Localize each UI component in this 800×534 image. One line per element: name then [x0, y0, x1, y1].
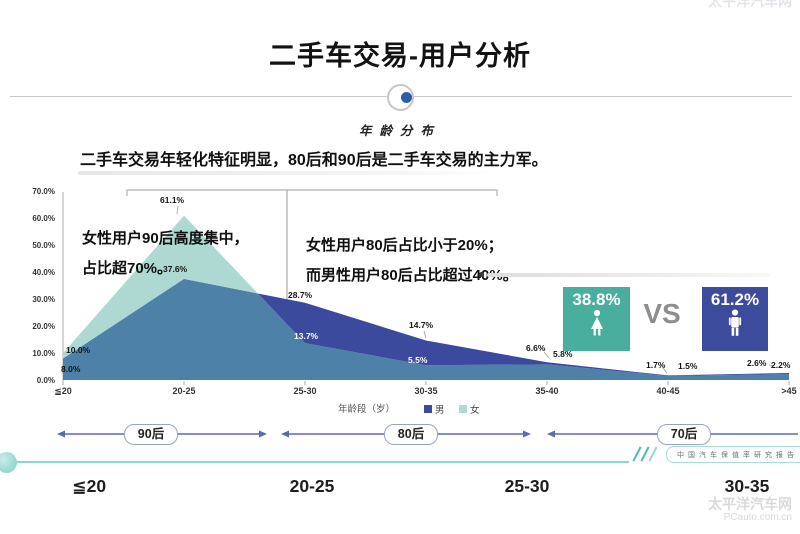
y-axis-tick-label: 40.0% — [32, 267, 55, 277]
area-female — [63, 215, 258, 359]
bottom-range-label-1: ≦20 — [71, 476, 107, 496]
x-axis-tick-label: 25-30 — [293, 386, 317, 396]
male-share-box: 61.2% — [702, 287, 768, 351]
female-value-label: 2.2% — [771, 360, 791, 370]
top-bracket — [126, 189, 498, 196]
legend-item-female: 女 — [459, 402, 480, 416]
vs-label: VS — [643, 298, 681, 329]
female-share-box: 38.8% — [563, 287, 630, 351]
label-leader-line — [543, 351, 550, 359]
watermark-top: 太平洋汽车网 — [708, 0, 792, 9]
legend-female-swatch — [459, 405, 467, 413]
footer-circle-icon — [0, 452, 17, 473]
female-value-label: 5.8% — [553, 349, 573, 359]
generation-pill-80s: 80后 — [384, 424, 438, 445]
y-axis-tick-label: 20.0% — [32, 321, 55, 331]
male-value-label: 8.0% — [61, 364, 81, 374]
x-axis-tick-label: >45 — [781, 386, 797, 396]
annotation-80s-line1: 女性用户80后占比小于20%； — [306, 237, 503, 254]
arrowhead-right-icon — [523, 430, 531, 438]
y-axis-tick-label: 10.0% — [32, 348, 55, 358]
bottom-range-label-2: 20-25 — [289, 476, 335, 496]
divider-line-left — [10, 96, 387, 97]
female-value-label: 1.5% — [678, 361, 698, 371]
annotation-80s-line2: 而男性用户80后占比超过40%。 — [306, 267, 518, 284]
male-share-value: 61.2% — [710, 290, 760, 309]
y-axis-tick-label: 30.0% — [32, 294, 55, 304]
annotation-90s-line1: 女性用户90后高度集中， — [82, 230, 249, 247]
watermark-site-url: PCauto.com.cn — [723, 512, 792, 523]
male-icon — [728, 309, 742, 336]
vs-section-shadow — [487, 273, 770, 277]
y-axis-tick-label: 70.0% — [32, 187, 55, 197]
annotation-90s: 女性用户90后高度集中， 占比超70%。 — [82, 224, 249, 284]
generation-pill-90s: 90后 — [124, 424, 178, 445]
generation-pill-70s: 70后 — [657, 424, 711, 445]
arrowhead-left-icon — [281, 430, 289, 438]
chart-title: 年龄分布 — [358, 124, 441, 138]
male-value-label: 1.7% — [646, 360, 666, 370]
headline: 二手车交易年轻化特征明显，80后和90后是二手车交易的主力军。 — [80, 152, 548, 169]
bottom-range-label-4: 30-35 — [724, 476, 770, 496]
male-value-label: 37.6% — [163, 264, 188, 274]
label-leader-line — [662, 367, 668, 374]
male-value-label: 6.6% — [526, 343, 546, 353]
female-value-label: 61.1% — [160, 195, 185, 205]
x-axis-tick-label: 20-25 — [172, 386, 196, 396]
x-axis-tick-label: 30-35 — [414, 386, 438, 396]
watermark: 太平洋汽车网 PCauto.com.cn — [708, 497, 792, 525]
footer-source-capsule: 中国汽车保值率研究报告 — [666, 446, 800, 463]
y-axis-tick-label: 50.0% — [32, 241, 55, 250]
male-value-label: 2.6% — [747, 358, 767, 368]
legend-female-label: 女 — [470, 405, 480, 416]
bottom-range-label-3: 25-30 — [504, 476, 550, 496]
label-leader-line — [176, 205, 179, 215]
female-value-label: 5.5% — [408, 355, 428, 365]
x-axis-tick-label: 40-45 — [656, 386, 680, 396]
divider-line-right — [413, 96, 792, 97]
divider-dot-icon — [401, 92, 412, 103]
male-value-label: 28.7% — [288, 290, 313, 300]
x-axis-tick-label: ≦20 — [54, 386, 72, 396]
footer-source-note: 中国汽车保值率研究报告 — [677, 451, 798, 459]
male-value-label: 14.7% — [409, 320, 434, 330]
legend-male-label: 男 — [435, 405, 445, 416]
arrowhead-left-icon — [57, 430, 65, 438]
legend-item-male: 男 — [424, 402, 445, 416]
headline-underline — [78, 171, 502, 175]
annotation-90s-line2: 占比超70%。 — [82, 260, 173, 277]
page-title: 二手车交易-用户分析 — [269, 41, 531, 71]
vs-section-dot — [479, 272, 484, 277]
female-share-value: 38.8% — [572, 290, 621, 309]
footer-rule — [16, 461, 629, 463]
x-axis-tick-label: 35-40 — [535, 386, 559, 396]
y-axis-tick-label: 60.0% — [32, 214, 55, 224]
female-icon — [590, 309, 603, 336]
annotation-80s: 女性用户80后占比小于20%； 而男性用户80后占比超过40%。 — [306, 231, 518, 291]
legend-male-swatch — [424, 405, 432, 413]
label-leader-line — [768, 364, 775, 367]
arrowhead-right-icon — [259, 430, 267, 438]
arrowhead-left-icon — [547, 430, 555, 438]
y-axis-tick-label: 0.0% — [36, 375, 55, 385]
x-axis-title: 年龄段（岁） — [338, 404, 396, 415]
area-male — [257, 293, 789, 376]
watermark-site-name: 太平洋汽车网 — [708, 496, 792, 512]
female-value-label: 10.0% — [66, 345, 91, 355]
area-overlap — [63, 278, 789, 380]
label-leader-line — [423, 330, 427, 339]
female-value-label: 13.7% — [294, 331, 319, 341]
